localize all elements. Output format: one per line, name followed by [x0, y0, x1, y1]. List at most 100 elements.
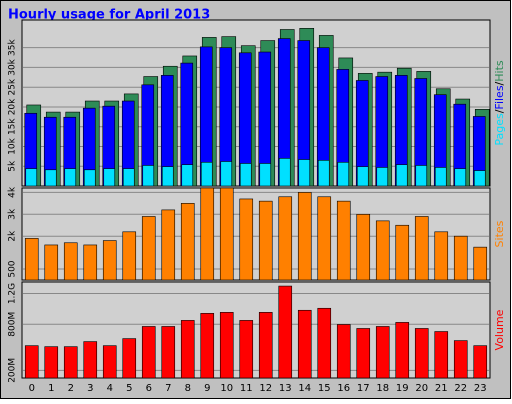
- x-tick-label: 21: [435, 383, 448, 394]
- y-tick-label: 10k: [8, 137, 18, 154]
- x-tick-label: 2: [68, 383, 74, 394]
- panel: [21, 187, 491, 281]
- bar: [200, 187, 215, 281]
- bar: [142, 165, 155, 187]
- bar: [44, 244, 59, 281]
- bar: [356, 213, 371, 281]
- bar: [278, 158, 291, 187]
- bar: [181, 164, 194, 187]
- y-tick-label: 2k: [8, 230, 18, 242]
- bar: [102, 345, 117, 379]
- bar: [337, 161, 350, 187]
- bar: [25, 168, 38, 187]
- bar: [259, 163, 272, 187]
- x-tick-label: 8: [185, 383, 191, 394]
- bar: [278, 285, 293, 379]
- x-tick-label: 20: [415, 383, 428, 394]
- bar: [453, 340, 468, 379]
- x-tick-label: 4: [107, 383, 113, 394]
- x-tick-label: 1: [48, 383, 54, 394]
- x-tick-label: 23: [474, 383, 487, 394]
- bar: [473, 246, 488, 281]
- bar: [395, 224, 410, 281]
- y-tick-label: 4k: [8, 186, 18, 198]
- bar: [453, 235, 468, 281]
- x-tick-label: 15: [318, 383, 331, 394]
- bar: [63, 242, 78, 281]
- x-tick-label: 3: [87, 383, 93, 394]
- bar: [63, 346, 78, 379]
- bar: [44, 169, 57, 187]
- bar: [24, 238, 39, 281]
- y-tick-label: 15k: [8, 118, 18, 135]
- bar: [239, 163, 252, 187]
- bar: [219, 187, 234, 281]
- x-tick-label: 13: [279, 383, 292, 394]
- bar: [102, 240, 117, 281]
- bar: [473, 345, 488, 379]
- bar: [83, 169, 96, 187]
- bar: [297, 192, 312, 281]
- x-tick-label: 11: [240, 383, 253, 394]
- bar: [122, 231, 137, 281]
- bar: [64, 168, 77, 187]
- x-tick-label: 0: [29, 383, 35, 394]
- y-tick-label: 500: [8, 260, 18, 277]
- bar: [434, 331, 449, 379]
- bar: [395, 322, 410, 379]
- bar: [44, 346, 59, 379]
- bar: [258, 200, 273, 281]
- bar: [375, 326, 390, 379]
- bar: [336, 200, 351, 281]
- y-tick-label: 20k: [8, 98, 18, 115]
- bar: [141, 216, 156, 281]
- bar: [161, 166, 174, 187]
- y-tick-label: 800M: [8, 312, 18, 337]
- bar: [141, 326, 156, 379]
- y-tick-label: 25k: [8, 78, 18, 95]
- x-tick-label: 16: [337, 383, 350, 394]
- legend: Volume: [493, 309, 506, 350]
- x-tick-label: 17: [357, 383, 370, 394]
- bar: [122, 338, 137, 379]
- y-tick-label: 1.2G: [8, 283, 18, 304]
- bar: [200, 161, 213, 187]
- x-tick-label: 6: [146, 383, 152, 394]
- bar: [258, 312, 273, 379]
- bar: [122, 168, 135, 187]
- bar: [434, 231, 449, 281]
- bar: [336, 324, 351, 379]
- legend-entry: Hits: [493, 60, 506, 82]
- bar: [317, 196, 332, 281]
- panel: [21, 281, 491, 379]
- y-tick-label: 35k: [8, 39, 18, 56]
- bar: [473, 170, 486, 187]
- bar: [239, 198, 254, 281]
- x-tick-label: 19: [396, 383, 409, 394]
- legend-entry: Sites: [493, 220, 506, 247]
- x-tick-label: 18: [376, 383, 389, 394]
- bar: [356, 166, 369, 187]
- legend-entry: Volume: [493, 309, 506, 350]
- bar: [454, 168, 467, 187]
- bar: [83, 341, 98, 379]
- bar: [103, 168, 116, 187]
- bar: [414, 216, 429, 281]
- chart-title: Hourly usage for April 2013: [8, 8, 210, 23]
- x-tick-label: 9: [204, 383, 210, 394]
- bar: [415, 165, 428, 187]
- bar: [219, 312, 234, 379]
- bar: [220, 161, 233, 187]
- legend: Pages/Files/Hits: [493, 60, 506, 146]
- legend-separator: /: [493, 109, 506, 113]
- legend-separator: /: [493, 81, 506, 85]
- legend-entry: Files: [493, 85, 506, 109]
- bar: [375, 220, 390, 281]
- bar: [180, 320, 195, 379]
- y-tick-label: 3k: [8, 208, 18, 220]
- x-tick-label: 5: [126, 383, 132, 394]
- bar: [317, 307, 332, 379]
- bar: [161, 326, 176, 379]
- legend: Sites: [493, 220, 506, 247]
